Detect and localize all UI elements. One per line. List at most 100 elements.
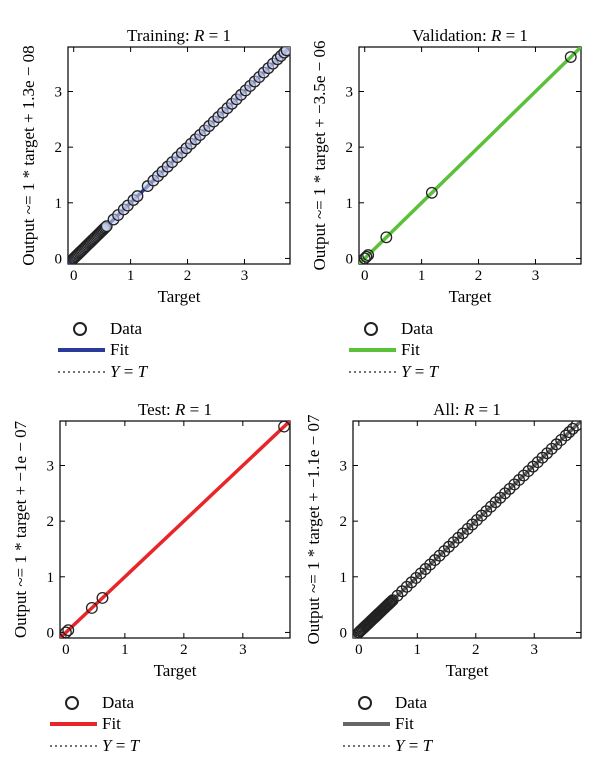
- plot-content: [60, 421, 290, 638]
- x-tick-label: 3: [241, 268, 249, 284]
- fit-line: [359, 47, 581, 264]
- x-axis-label: Target: [158, 287, 201, 306]
- data-point: [360, 250, 373, 263]
- data-point: [380, 231, 393, 244]
- data-point: [96, 591, 109, 604]
- x-axis-label: Target: [446, 661, 489, 680]
- chart-title-prefix: Test:: [138, 400, 175, 419]
- legend-label-fit: Fit: [110, 340, 129, 359]
- legend-label-identity: Y = T: [395, 736, 434, 755]
- x-tick-label: 1: [418, 268, 426, 284]
- legend-label-identity: Y = T: [102, 736, 141, 755]
- y-tick-label: 1: [55, 196, 63, 212]
- x-tick-label: 0: [62, 642, 70, 658]
- x-tick-label: 3: [532, 268, 540, 284]
- chart-title: Training: R = 1: [127, 26, 231, 45]
- x-tick-label: 2: [472, 642, 480, 658]
- y-tick-label: 0: [346, 251, 354, 267]
- chart-title: Test: R = 1: [138, 400, 212, 419]
- legend-data-marker: [73, 322, 87, 336]
- legend-label-fit: Fit: [395, 714, 414, 733]
- data-point: [383, 597, 396, 610]
- y-tick-label: 0: [55, 251, 63, 267]
- legend-label-data: Data: [110, 319, 143, 338]
- plot-content: [359, 47, 581, 264]
- data-point: [570, 421, 581, 432]
- data-point: [425, 186, 438, 199]
- x-tick-label: 3: [530, 642, 538, 658]
- chart-title-suffix: = 1: [185, 400, 212, 419]
- y-tick-label: 3: [47, 459, 55, 475]
- legend-label-data: Data: [102, 693, 135, 712]
- y-tick-label: 3: [340, 459, 348, 475]
- x-axis-label: Target: [449, 287, 492, 306]
- x-tick-label: 0: [361, 268, 369, 284]
- x-tick-label: 2: [180, 642, 188, 658]
- data-point: [278, 421, 290, 433]
- y-axis-label: Output ~= 1 * target + 1.3e − 08: [19, 45, 38, 265]
- y-tick-label: 3: [346, 85, 354, 101]
- data-point: [85, 602, 98, 614]
- chart-panel-2: Validation: R = 1 0 1 2 3 0 1 2 3 Target Output ~=…: [310, 26, 582, 381]
- x-tick-label: 0: [355, 642, 363, 658]
- chart-title: All: R = 1: [433, 400, 501, 419]
- x-tick-label: 1: [414, 642, 422, 658]
- data-point: [62, 624, 75, 637]
- legend-label-identity: Y = T: [401, 362, 440, 381]
- x-axis-label: Target: [154, 661, 197, 680]
- chart-title-prefix: Validation:: [412, 26, 491, 45]
- data-point: [359, 252, 371, 264]
- chart-title-prefix: All:: [433, 400, 464, 419]
- legend-label-fit: Fit: [102, 714, 121, 733]
- y-tick-label: 0: [47, 625, 55, 641]
- chart-title-suffix: = 1: [204, 26, 231, 45]
- legend-data-marker: [364, 322, 378, 336]
- chart-title-prefix: Training:: [127, 26, 194, 45]
- data-point: [131, 190, 144, 203]
- plot-content: [68, 47, 290, 264]
- chart-panel-1: Training: R = 1 0 1 2 3 0 1 2 3 Target Output ~= 1…: [19, 26, 291, 381]
- y-tick-label: 2: [47, 514, 55, 530]
- y-tick-label: 2: [55, 140, 63, 156]
- chart-title-italic: R: [174, 400, 186, 419]
- x-tick-label: 1: [127, 268, 135, 284]
- chart-panel-3: Test: R = 1 0 1 2 3 0 1 2 3 Target Output ~= 1 * t…: [11, 400, 291, 755]
- y-tick-label: 0: [340, 625, 348, 641]
- chart-title-italic: R: [463, 400, 475, 419]
- x-tick-label: 3: [239, 642, 247, 658]
- y-tick-label: 3: [55, 85, 63, 101]
- legend-label-data: Data: [395, 693, 428, 712]
- y-tick-label: 2: [346, 140, 354, 156]
- data-point: [384, 596, 397, 609]
- x-tick-label: 2: [184, 268, 192, 284]
- data-point: [280, 47, 290, 57]
- chart-title-suffix: = 1: [501, 26, 528, 45]
- legend-label-identity: Y = T: [110, 362, 149, 381]
- y-tick-label: 1: [47, 570, 55, 586]
- y-tick-label: 1: [346, 196, 354, 212]
- legend-data-marker: [65, 696, 79, 710]
- data-point: [362, 249, 375, 262]
- chart-title: Validation: R = 1: [412, 26, 528, 45]
- data-point: [60, 626, 72, 638]
- x-tick-label: 0: [70, 268, 78, 284]
- x-tick-label: 1: [121, 642, 129, 658]
- data-point: [563, 426, 576, 439]
- chart-title-suffix: = 1: [474, 400, 501, 419]
- y-tick-label: 2: [340, 514, 348, 530]
- legend-label-data: Data: [401, 319, 434, 338]
- data-point: [564, 51, 577, 63]
- legend-label-fit: Fit: [401, 340, 420, 359]
- chart-panel-4: All: R = 1 0 1 2 3 0 1 2 3 Target Output ~= 1 * ta…: [304, 400, 582, 755]
- chart-title-italic: R: [193, 26, 205, 45]
- data-point: [559, 429, 572, 442]
- data-point: [566, 422, 579, 435]
- chart-title-italic: R: [490, 26, 502, 45]
- y-axis-label: Output ~= 1 * target + −3.5e − 06: [310, 41, 329, 271]
- y-axis-label: Output ~= 1 * target + −1.1e − 07: [304, 414, 323, 644]
- x-tick-label: 2: [475, 268, 483, 284]
- plot-content: [353, 421, 581, 638]
- y-axis-label: Output ~= 1 * target + −1e − 07: [11, 420, 30, 638]
- legend-data-marker: [358, 696, 372, 710]
